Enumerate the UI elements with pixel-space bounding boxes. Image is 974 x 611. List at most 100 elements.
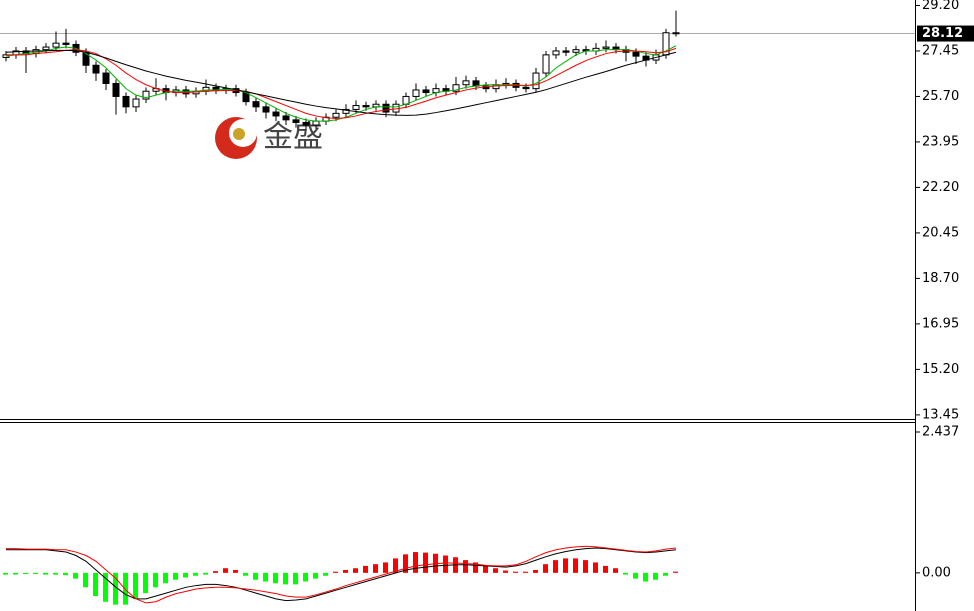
histogram-bar bbox=[413, 552, 418, 573]
histogram-bar bbox=[133, 572, 138, 599]
y-tick-label: 2.437 bbox=[922, 424, 959, 439]
candle-body bbox=[492, 84, 500, 90]
indicator-line bbox=[6, 47, 677, 120]
histogram-bar bbox=[563, 558, 568, 573]
histogram-bar bbox=[673, 571, 678, 573]
candle-body bbox=[422, 89, 430, 94]
candle-body bbox=[562, 50, 570, 53]
histogram-bar bbox=[513, 571, 518, 573]
candle-body bbox=[572, 49, 580, 53]
y-tick-label: 23.95 bbox=[922, 134, 959, 149]
histogram-bar bbox=[333, 571, 338, 573]
histogram-bar bbox=[213, 571, 218, 573]
y-tick-label: 13.45 bbox=[922, 407, 959, 422]
histogram-bar bbox=[363, 565, 368, 573]
candle-body bbox=[122, 95, 130, 108]
histogram-bar bbox=[613, 568, 618, 573]
histogram-bar bbox=[23, 572, 28, 575]
histogram-bar bbox=[83, 572, 88, 588]
histogram-bar bbox=[283, 572, 288, 585]
candle-body bbox=[292, 119, 300, 123]
y-tick-label: 25.70 bbox=[922, 89, 959, 104]
candle-body bbox=[42, 46, 50, 51]
candle-body bbox=[462, 80, 470, 86]
histogram-bar bbox=[533, 569, 538, 573]
histogram-bar bbox=[393, 558, 398, 573]
histogram-bar bbox=[223, 568, 228, 573]
candle-body bbox=[252, 101, 260, 108]
candle-body bbox=[132, 98, 140, 108]
histogram-bar bbox=[243, 572, 248, 576]
histogram-bar bbox=[233, 569, 238, 573]
candle-body bbox=[352, 105, 360, 110]
histogram-bar bbox=[53, 572, 58, 575]
candle-body bbox=[182, 89, 190, 95]
histogram-bar bbox=[373, 564, 378, 573]
candle-body bbox=[62, 42, 70, 45]
histogram-bar bbox=[593, 562, 598, 573]
candle-body bbox=[382, 103, 390, 113]
histogram-bar bbox=[663, 572, 668, 576]
candle-body bbox=[532, 72, 540, 90]
histogram-bar bbox=[193, 572, 198, 576]
candle-body bbox=[82, 51, 90, 66]
indicator-line bbox=[6, 545, 677, 604]
candle-body bbox=[312, 120, 320, 126]
histogram-bar bbox=[253, 572, 258, 580]
candle-body bbox=[302, 121, 310, 126]
histogram-bar bbox=[323, 572, 328, 576]
histogram-bar bbox=[113, 572, 118, 605]
histogram-bar bbox=[73, 572, 78, 579]
candle-body bbox=[262, 106, 270, 113]
histogram-bar bbox=[163, 572, 168, 584]
candle-body bbox=[272, 111, 280, 117]
candle-body bbox=[102, 72, 110, 84]
candle-body bbox=[412, 89, 420, 97]
current-price-box bbox=[917, 25, 974, 42]
histogram-bar bbox=[33, 572, 38, 575]
candle-body bbox=[112, 82, 120, 97]
histogram-bar bbox=[653, 572, 658, 580]
current-price-label: 28.12 bbox=[922, 26, 963, 41]
histogram-bar bbox=[303, 572, 308, 582]
candle-body bbox=[142, 90, 150, 100]
candle-body bbox=[332, 112, 340, 118]
candle-body bbox=[542, 54, 550, 74]
y-tick-label: 27.45 bbox=[922, 43, 959, 58]
histogram-bar bbox=[443, 555, 448, 573]
histogram-bar bbox=[603, 565, 608, 573]
y-tick-label: 29.20 bbox=[922, 0, 959, 13]
histogram-bar bbox=[523, 571, 528, 573]
indicator-line bbox=[6, 547, 677, 602]
histogram-bar bbox=[633, 572, 638, 579]
histogram-bar bbox=[583, 560, 588, 573]
y-tick-label: 0.00 bbox=[922, 565, 951, 580]
candle-body bbox=[452, 84, 460, 92]
histogram-bar bbox=[403, 554, 408, 573]
candle-body bbox=[472, 80, 480, 87]
histogram-bar bbox=[473, 562, 478, 573]
y-tick-label: 20.45 bbox=[922, 225, 959, 240]
y-tick-label: 15.20 bbox=[922, 362, 959, 377]
candle-body bbox=[672, 32, 680, 35]
histogram-bar bbox=[183, 572, 188, 578]
candle-body bbox=[362, 105, 370, 108]
histogram-bar bbox=[273, 572, 278, 584]
candle-body bbox=[282, 115, 290, 121]
candle-body bbox=[92, 64, 100, 74]
histogram-bar bbox=[3, 572, 8, 575]
histogram-bar bbox=[623, 572, 628, 575]
histogram-bar bbox=[503, 570, 508, 573]
indicator-line bbox=[5, 49, 677, 116]
histogram-bar bbox=[463, 560, 468, 573]
y-tick-label: 22.20 bbox=[922, 180, 959, 195]
histogram-bar bbox=[173, 572, 178, 580]
logo-dot bbox=[233, 128, 245, 140]
candle-body bbox=[552, 50, 560, 56]
histogram-bar bbox=[43, 572, 48, 575]
histogram-bar bbox=[13, 572, 18, 575]
histogram-bar bbox=[263, 572, 268, 582]
